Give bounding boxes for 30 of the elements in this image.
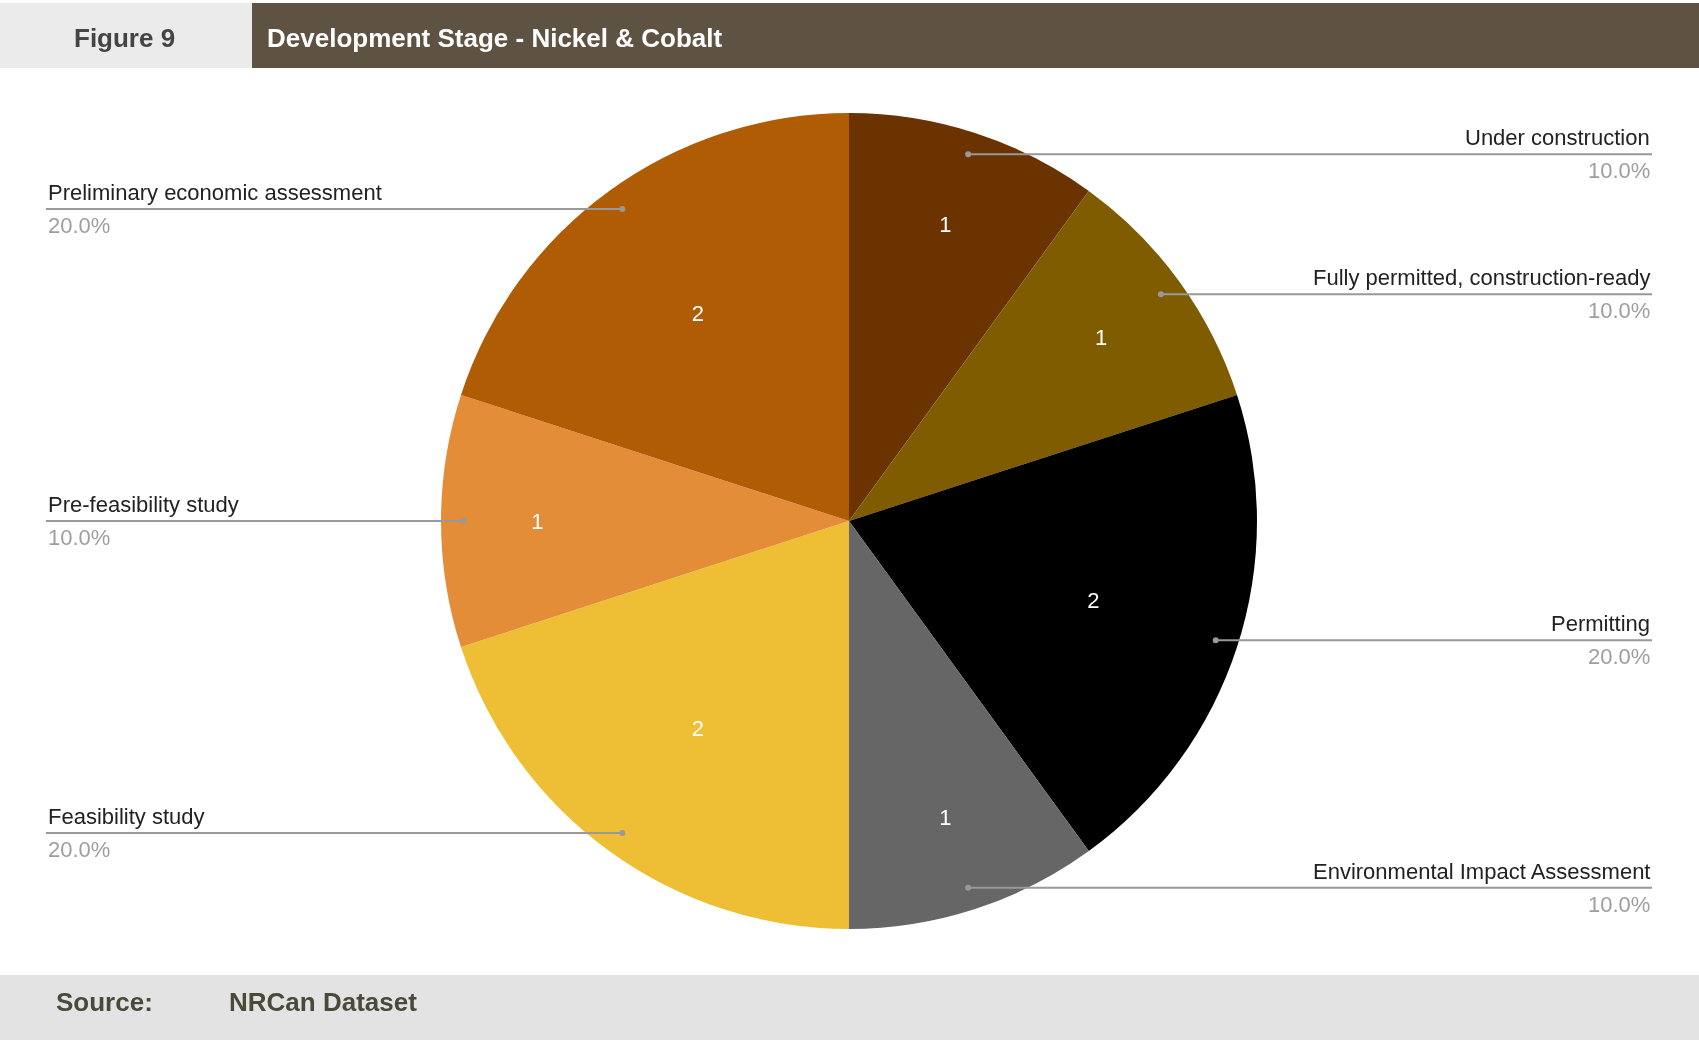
data-label: 1 [939,804,952,830]
data-label: 2 [1087,587,1100,613]
chart-title: Development Stage - Nickel & Cobalt [267,23,723,53]
text: 20.0% [48,213,111,238]
slice-label: Feasibility study [48,804,205,829]
data-label: 1 [531,508,544,534]
text: 10.0% [1588,298,1651,323]
pie-slice [849,113,1089,521]
data-label: 2 [691,716,705,742]
pie-slice [441,394,849,648]
text: 10.0% [1588,892,1651,917]
slice-label: Under construction [1465,125,1650,150]
data-label: 1 [939,212,952,238]
source-note: Source: [56,987,153,1017]
chart-subtitle: Figure 9 [74,23,176,53]
pie-slice [849,190,1238,521]
text: 20.0% [48,837,111,862]
text: 10.0% [48,525,111,550]
slice-label: Environmental Impact Assessment [1313,859,1651,884]
pie-slice [849,394,1257,852]
data-label: 2 [691,300,705,326]
slice-label: Permitting [1551,611,1651,636]
text: 10.0% [1588,158,1651,183]
slice-label: Fully permitted, construction-ready [1313,265,1651,290]
text: NRCan Dataset [229,987,418,1017]
pie-slice [849,521,1089,929]
slice-label: Preliminary economic assessment [48,180,382,205]
slice-label: Pre-feasibility study [48,492,239,517]
text: 20.0% [1588,644,1651,669]
data-label: 1 [1095,325,1108,351]
